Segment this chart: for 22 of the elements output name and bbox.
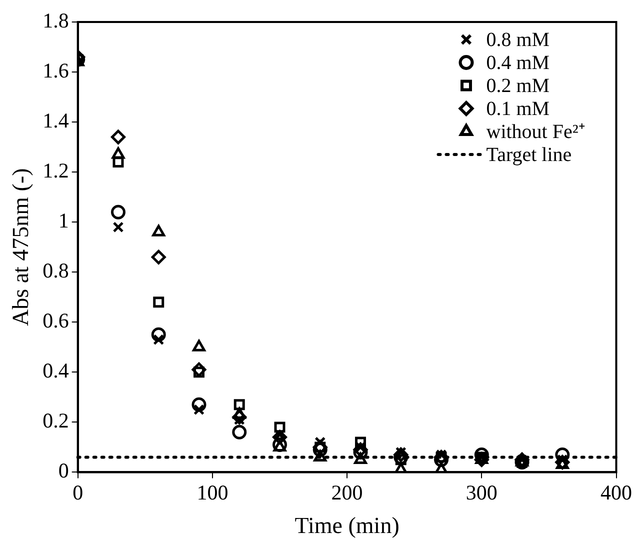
legend-label: Target line [486,144,572,166]
x-tick-label: 100 [196,480,228,504]
legend-label: 0.2 mM [486,74,550,97]
legend-label: 0.8 mM [486,28,550,51]
x-tick-label: 400 [600,480,632,504]
y-tick-label: 1.8 [42,8,69,33]
y-tick-label: 0.4 [42,358,70,383]
y-tick-label: 0 [58,458,69,483]
legend-label: 0.4 mM [486,52,550,74]
legend-label: 0.1 mM [486,98,550,120]
y-tick-label: 1.4 [42,108,70,133]
y-tick-label: 0.6 [42,308,69,333]
x-tick-label: 200 [331,480,363,504]
legend-label: without Fe²⁺ [486,120,586,143]
y-tick-label: 1.2 [42,158,69,183]
y-tick-label: 0.2 [42,408,69,433]
y-tick-label: 1.6 [42,58,69,83]
x-axis-title: Time (min) [294,513,400,538]
y-axis-title: Abs at 475nm (-) [8,168,33,326]
y-tick-label: 0.8 [42,258,69,283]
x-tick-label: 300 [466,480,498,504]
y-tick-label: 1 [58,208,69,233]
